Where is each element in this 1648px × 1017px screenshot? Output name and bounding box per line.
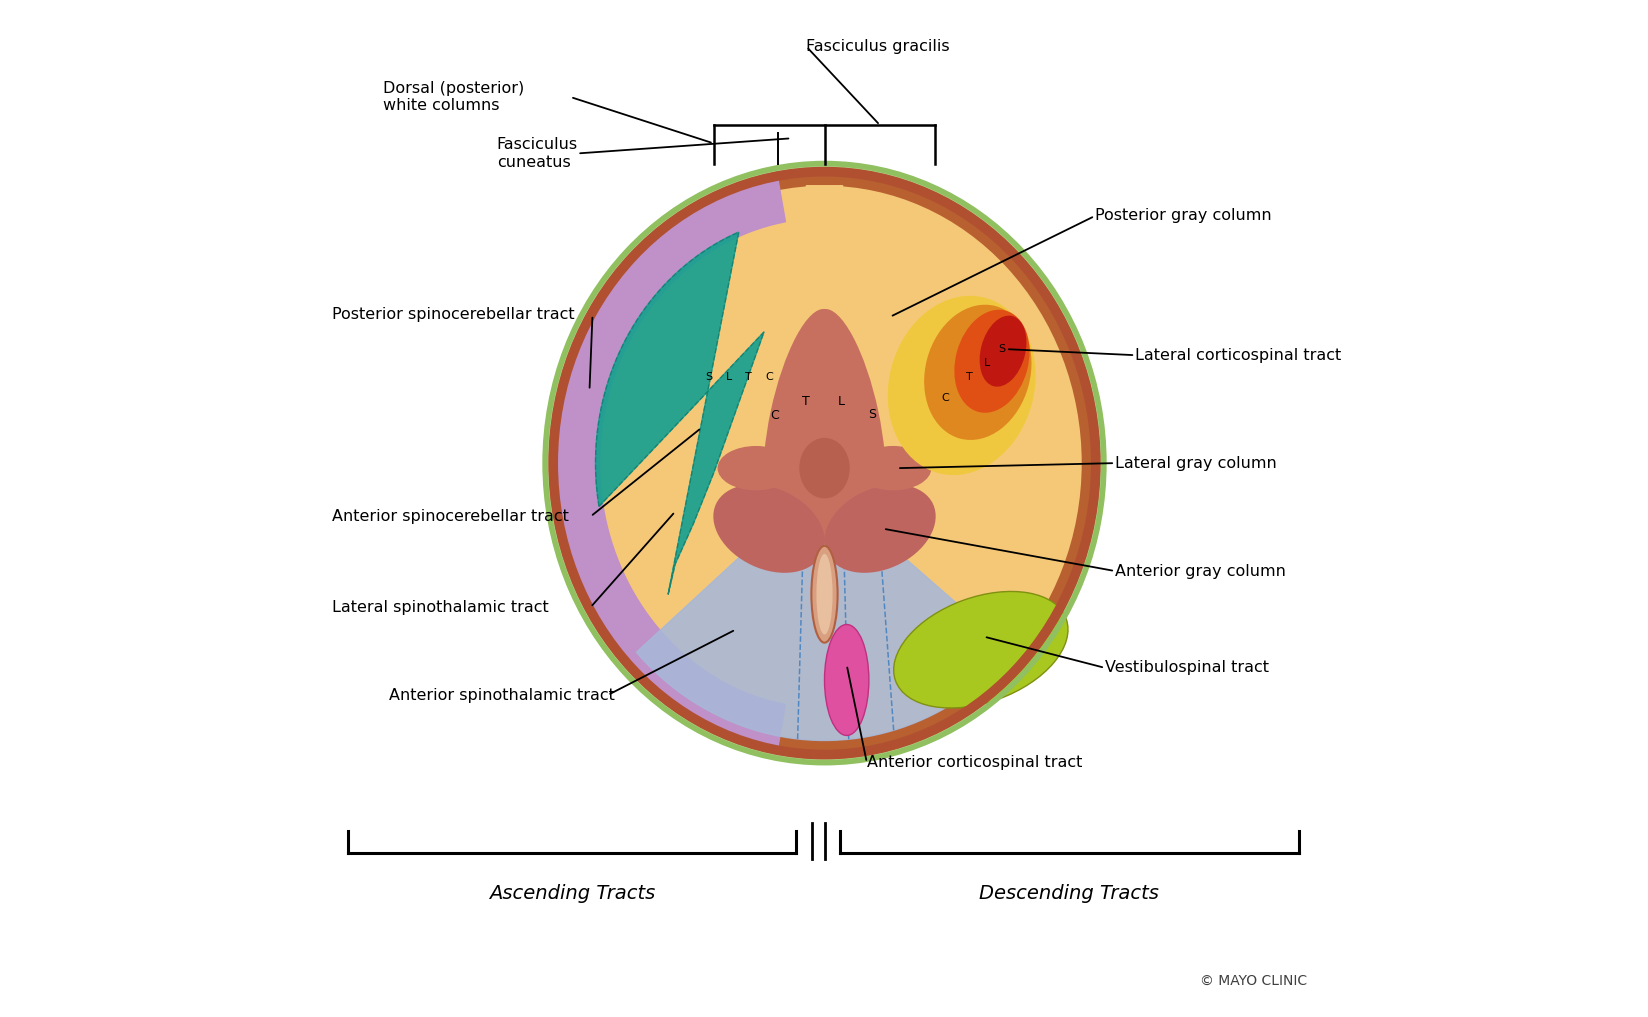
Text: Dorsal (posterior)
white columns: Dorsal (posterior) white columns <box>382 80 524 113</box>
Text: S: S <box>997 344 1005 354</box>
Text: Vestibulospinal tract: Vestibulospinal tract <box>1104 660 1269 675</box>
Ellipse shape <box>763 393 885 544</box>
Text: Lateral spinothalamic tract: Lateral spinothalamic tract <box>331 600 549 615</box>
Polygon shape <box>554 177 784 750</box>
Ellipse shape <box>923 305 1032 440</box>
Ellipse shape <box>714 484 824 573</box>
Ellipse shape <box>893 592 1068 708</box>
Ellipse shape <box>824 624 868 735</box>
Ellipse shape <box>816 554 832 635</box>
Ellipse shape <box>799 438 849 498</box>
Text: Ascending Tracts: Ascending Tracts <box>489 885 654 903</box>
Text: Anterior gray column: Anterior gray column <box>1114 563 1285 579</box>
Ellipse shape <box>824 484 934 573</box>
Polygon shape <box>595 232 763 594</box>
Text: S: S <box>704 372 712 382</box>
Text: Descending Tracts: Descending Tracts <box>979 885 1159 903</box>
Ellipse shape <box>811 546 837 643</box>
Polygon shape <box>806 186 842 458</box>
Text: L: L <box>984 358 989 368</box>
Text: Anterior corticospinal tract: Anterior corticospinal tract <box>867 756 1081 770</box>
Ellipse shape <box>854 446 931 490</box>
Text: C: C <box>941 393 949 403</box>
Text: L: L <box>837 395 844 408</box>
Text: Anterior spinocerebellar tract: Anterior spinocerebellar tract <box>331 510 569 524</box>
Polygon shape <box>636 483 1012 740</box>
Text: C: C <box>770 410 778 422</box>
Ellipse shape <box>552 172 1096 755</box>
Text: Posterior spinocerebellar tract: Posterior spinocerebellar tract <box>331 307 575 322</box>
Text: T: T <box>966 372 972 382</box>
Ellipse shape <box>763 309 840 527</box>
Text: T: T <box>803 396 809 409</box>
Ellipse shape <box>887 296 1035 475</box>
Ellipse shape <box>545 164 1103 763</box>
Text: © MAYO CLINIC: © MAYO CLINIC <box>1198 973 1305 988</box>
Text: Posterior gray column: Posterior gray column <box>1094 208 1271 224</box>
Text: C: C <box>765 372 773 382</box>
Ellipse shape <box>808 309 885 527</box>
Ellipse shape <box>954 310 1028 413</box>
Ellipse shape <box>717 446 794 490</box>
Text: L: L <box>725 372 732 382</box>
Ellipse shape <box>979 315 1025 386</box>
Text: S: S <box>867 408 875 421</box>
Text: T: T <box>745 372 751 382</box>
Text: Fasciculus
cuneatus: Fasciculus cuneatus <box>496 137 577 170</box>
Text: Fasciculus gracilis: Fasciculus gracilis <box>806 39 949 54</box>
Ellipse shape <box>567 186 1081 740</box>
Text: Lateral corticospinal tract: Lateral corticospinal tract <box>1134 348 1340 363</box>
Text: Anterior spinothalamic tract: Anterior spinothalamic tract <box>389 687 615 703</box>
Text: Lateral gray column: Lateral gray column <box>1114 456 1276 471</box>
